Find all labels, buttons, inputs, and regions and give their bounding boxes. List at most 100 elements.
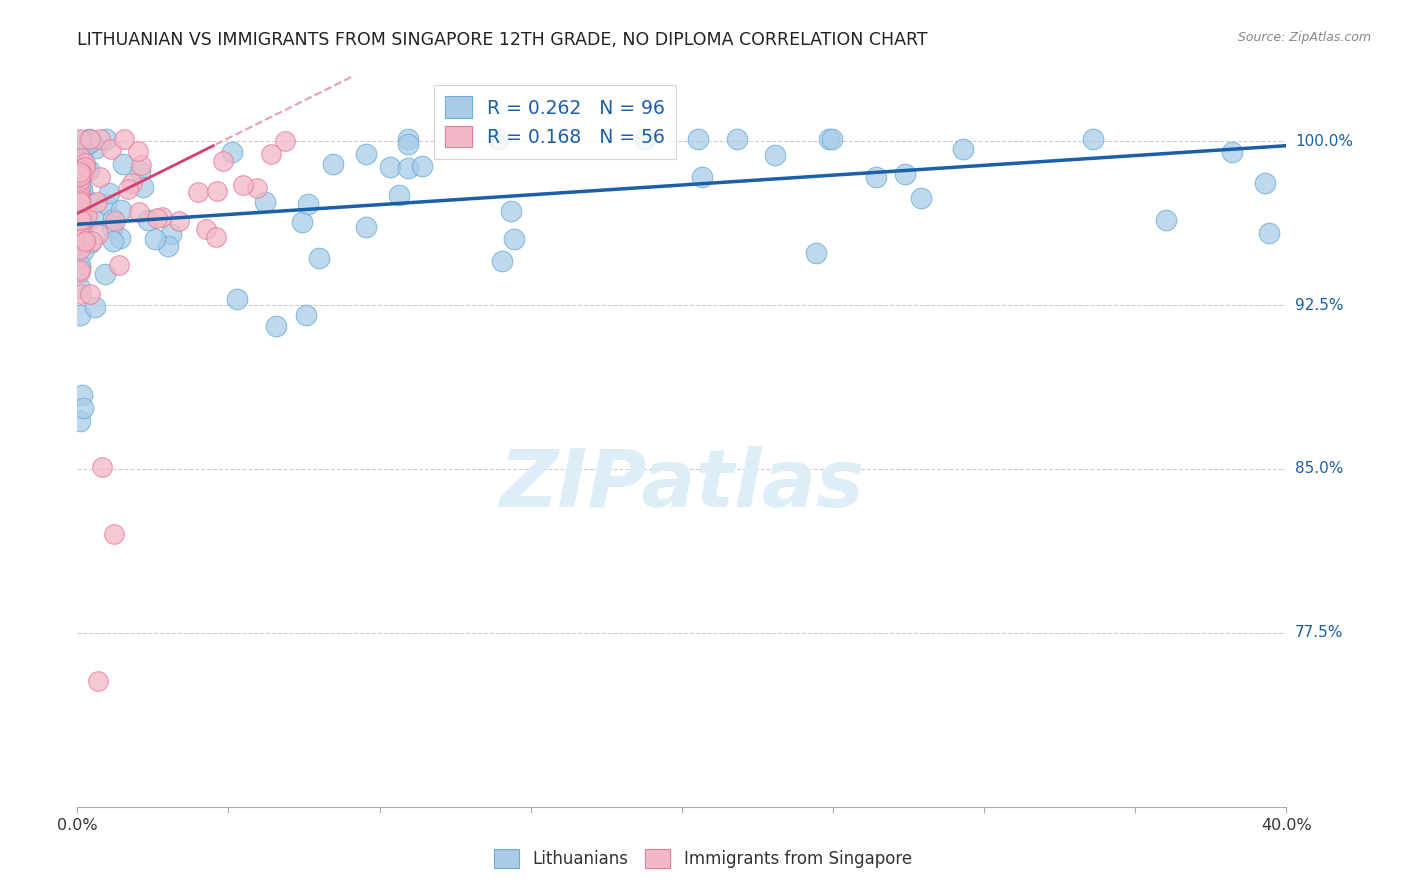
Point xyxy=(69,194,91,209)
Point xyxy=(821,132,844,146)
Point xyxy=(101,221,124,235)
Point xyxy=(103,527,125,541)
Point xyxy=(297,196,319,211)
Point xyxy=(112,132,135,146)
Point xyxy=(94,267,117,281)
Point xyxy=(73,156,96,170)
Point xyxy=(69,202,91,216)
Point xyxy=(72,204,94,219)
Point xyxy=(156,239,179,253)
Point xyxy=(411,159,433,173)
Point xyxy=(69,190,91,204)
Point xyxy=(75,234,97,248)
Point xyxy=(104,214,127,228)
Point xyxy=(69,155,91,169)
Point xyxy=(69,132,91,146)
Text: 77.5%: 77.5% xyxy=(1295,625,1343,640)
Point xyxy=(396,132,419,146)
Point xyxy=(69,202,91,217)
Point xyxy=(634,132,657,146)
Point xyxy=(89,169,111,184)
Point xyxy=(79,132,101,146)
Point xyxy=(1081,132,1104,146)
Text: 92.5%: 92.5% xyxy=(1295,298,1343,312)
Point xyxy=(69,161,91,176)
Point xyxy=(221,145,243,159)
Point xyxy=(69,231,91,245)
Point xyxy=(69,262,91,277)
Point xyxy=(274,134,297,148)
Point xyxy=(69,414,91,428)
Point xyxy=(195,222,218,236)
Point xyxy=(1254,176,1277,190)
Point xyxy=(111,157,134,171)
Text: 85.0%: 85.0% xyxy=(1295,461,1343,476)
Point xyxy=(73,232,96,246)
Point xyxy=(72,213,94,227)
Point xyxy=(82,234,104,248)
Point xyxy=(110,230,132,244)
Point xyxy=(322,157,344,171)
Point xyxy=(70,182,93,196)
Point xyxy=(380,160,402,174)
Point xyxy=(82,134,104,148)
Point xyxy=(69,151,91,165)
Point xyxy=(79,132,101,146)
Point xyxy=(103,235,125,249)
Point xyxy=(129,158,152,172)
Point xyxy=(503,232,526,246)
Point xyxy=(69,243,91,257)
Point xyxy=(69,280,91,294)
Point xyxy=(108,258,131,272)
Point xyxy=(1258,227,1281,241)
Point xyxy=(491,254,513,268)
Point xyxy=(82,211,104,225)
Point xyxy=(69,165,91,179)
Point xyxy=(398,136,420,151)
Point xyxy=(100,141,122,155)
Text: ZIPatlas: ZIPatlas xyxy=(499,446,865,524)
Point xyxy=(69,259,91,273)
Point xyxy=(232,178,254,192)
Point xyxy=(69,201,91,215)
Point xyxy=(865,170,887,185)
Point xyxy=(205,229,228,244)
Point xyxy=(127,144,149,158)
Point xyxy=(69,171,91,186)
Point xyxy=(76,208,98,222)
Text: 100.0%: 100.0% xyxy=(1295,134,1353,149)
Point xyxy=(818,132,841,146)
Point xyxy=(69,185,91,199)
Point xyxy=(129,163,152,178)
Point xyxy=(690,169,713,184)
Point xyxy=(69,169,91,184)
Point xyxy=(69,210,91,224)
Point xyxy=(70,387,93,401)
Point xyxy=(76,202,98,217)
Point xyxy=(143,232,166,246)
Point xyxy=(76,164,98,178)
Point xyxy=(254,194,277,209)
Point xyxy=(84,141,107,155)
Point xyxy=(87,673,110,688)
Point xyxy=(98,186,121,200)
Point xyxy=(94,132,117,146)
Point xyxy=(77,194,100,208)
Point xyxy=(72,213,94,227)
Point xyxy=(354,147,377,161)
Point xyxy=(69,265,91,279)
Point xyxy=(1154,213,1177,227)
Point xyxy=(69,150,91,164)
Point xyxy=(308,252,330,266)
Legend: R = 0.262   N = 96, R = 0.168   N = 56: R = 0.262 N = 96, R = 0.168 N = 56 xyxy=(434,86,676,159)
Legend: Lithuanians, Immigrants from Singapore: Lithuanians, Immigrants from Singapore xyxy=(486,840,920,877)
Point xyxy=(77,163,100,178)
Point xyxy=(73,235,96,250)
Point xyxy=(486,132,509,146)
Point xyxy=(69,180,91,194)
Point xyxy=(70,151,93,165)
Point xyxy=(1220,145,1243,160)
Point xyxy=(69,134,91,148)
Point xyxy=(69,211,91,225)
Point xyxy=(72,231,94,245)
